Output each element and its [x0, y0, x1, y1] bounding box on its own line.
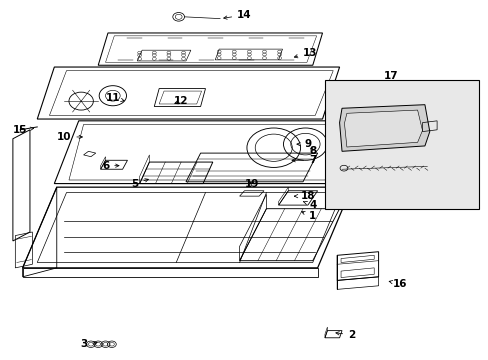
Text: 4: 4	[303, 200, 316, 210]
Text: 14: 14	[223, 10, 251, 20]
Text: 2: 2	[335, 330, 355, 340]
Text: 18: 18	[294, 191, 314, 201]
Bar	[325, 80, 478, 209]
Text: 12: 12	[174, 96, 188, 106]
Text: 9: 9	[296, 139, 311, 149]
Text: 15: 15	[13, 125, 34, 135]
Text: 17: 17	[383, 71, 397, 81]
Text: 13: 13	[294, 48, 317, 58]
Polygon shape	[339, 105, 429, 151]
Text: 11: 11	[105, 93, 124, 103]
Text: 8: 8	[308, 146, 316, 156]
Text: 19: 19	[244, 179, 259, 189]
Text: 1: 1	[301, 211, 316, 221]
Text: 10: 10	[57, 132, 82, 142]
Text: 5: 5	[131, 179, 148, 189]
Text: 7: 7	[291, 155, 316, 165]
Text: 3: 3	[80, 339, 97, 349]
Text: 16: 16	[388, 279, 407, 289]
Text: 6: 6	[102, 161, 119, 171]
Polygon shape	[344, 110, 422, 147]
